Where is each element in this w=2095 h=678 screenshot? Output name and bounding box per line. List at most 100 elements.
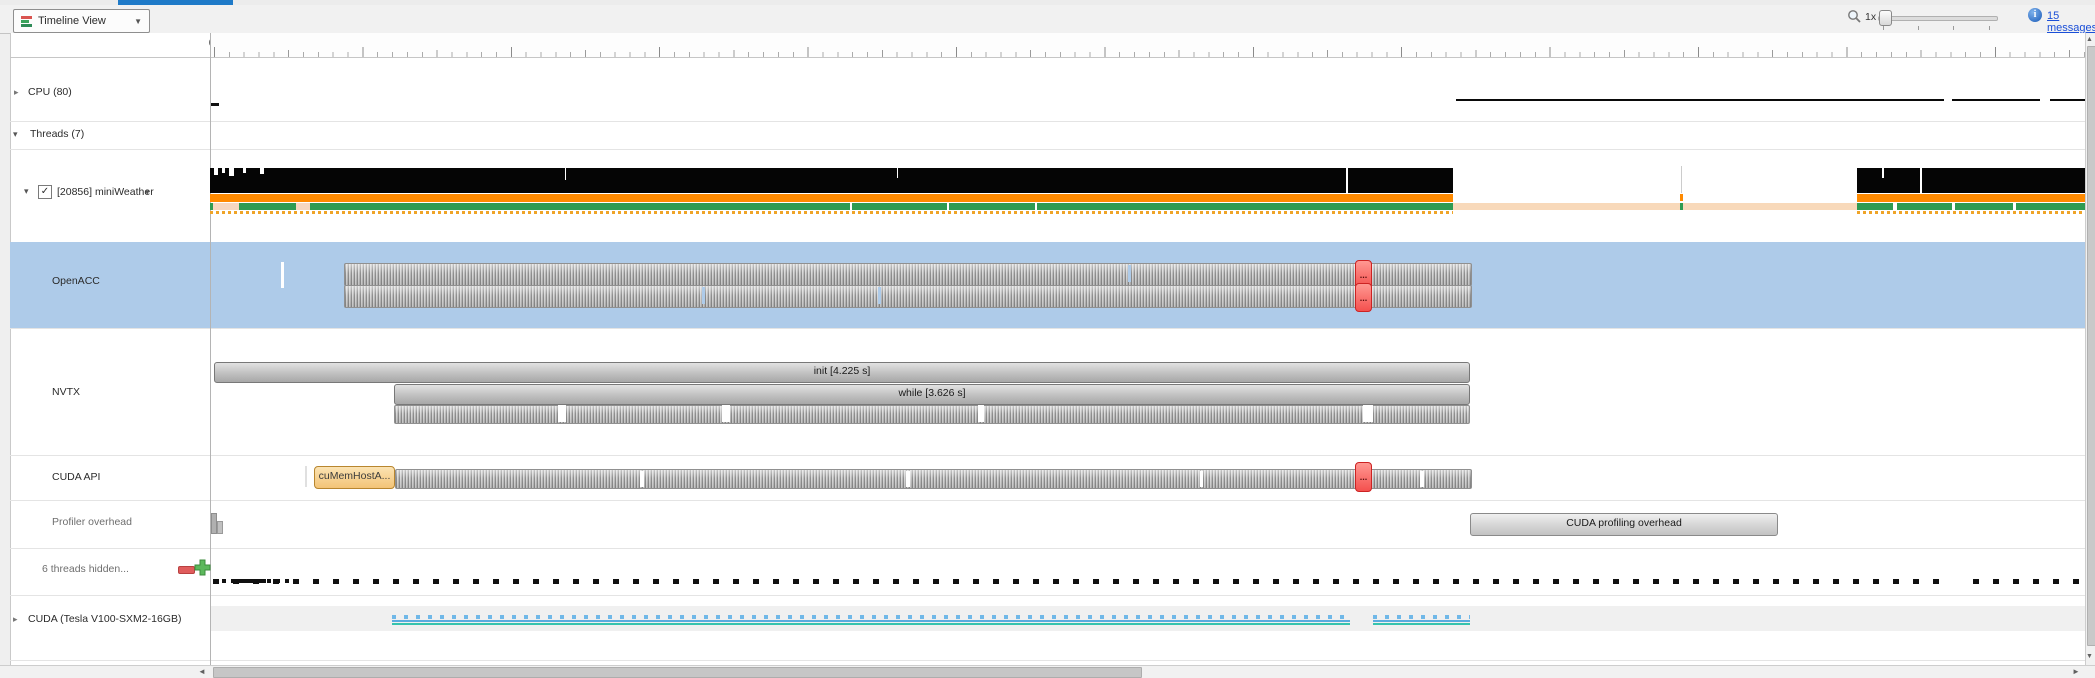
gpu-memory-line[interactable] (1373, 622, 1470, 625)
thread-green-band[interactable] (1857, 203, 2085, 210)
gpu-kernel-line[interactable] (392, 620, 1350, 622)
expand-arrow-icon[interactable]: ▸ (14, 87, 19, 97)
nvtx-range-while[interactable]: while [3.626 s] (394, 384, 1470, 405)
gpu-kernel-dashes[interactable] (392, 615, 1350, 619)
marker-tick-green (1680, 203, 1683, 210)
expand-arrow-icon[interactable]: ▸ (13, 614, 18, 624)
gap (565, 168, 566, 180)
zoom-slider-track[interactable] (1878, 16, 1998, 21)
gap (222, 168, 225, 173)
hidden-threads-activity-dashes (213, 579, 2085, 584)
row-divider (10, 660, 2085, 661)
horizontal-scroll-thumb[interactable] (213, 667, 1142, 678)
zoom-level-label: 1x (1865, 11, 1877, 23)
cuda-api-first-tick (305, 466, 307, 487)
gap (214, 168, 218, 175)
row-divider (10, 328, 2085, 329)
show-more-threads-icon[interactable] (194, 559, 211, 576)
thread-trace-dense-bar[interactable] (210, 168, 1453, 193)
gap (1952, 203, 1955, 210)
gap (1420, 471, 1424, 487)
active-tab-indicator[interactable] (118, 0, 233, 5)
cuda-profiling-overhead-bar[interactable]: CUDA profiling overhead (1470, 513, 1778, 536)
gap (1035, 203, 1037, 210)
marker-line (1681, 166, 1682, 193)
scroll-right-icon[interactable]: ► (2072, 667, 2080, 676)
thread-orange-band[interactable] (210, 194, 1453, 202)
overhead-mini-bar (211, 513, 217, 534)
nvtx-range-init[interactable]: init [4.225 s] (214, 362, 1470, 383)
overhead-mini-bar (217, 521, 223, 534)
sidebar-panel (10, 33, 211, 665)
gap (229, 168, 234, 176)
slider-tick (1953, 26, 1954, 30)
overflow-marker[interactable]: ... (1355, 462, 1372, 492)
cpu-usage-line (211, 103, 219, 106)
zoom-magnifier-icon (1848, 10, 1861, 23)
chevron-down-icon: ▼ (134, 16, 142, 26)
timeline-view-icon (21, 15, 32, 27)
peach-patch (213, 203, 239, 210)
time-ruler[interactable] (210, 33, 2085, 58)
vertical-scroll-thumb[interactable] (2087, 46, 2095, 646)
row-divider (10, 149, 2085, 150)
row-divider (10, 455, 2085, 456)
thread-idle-band (1453, 203, 1857, 210)
gpu-memory-line[interactable] (392, 622, 1350, 625)
thread-orange-band[interactable] (1857, 194, 2085, 202)
sidebar-item-nvtx[interactable]: NVTX (52, 386, 81, 398)
sidebar-item-cuda-api[interactable]: CUDA API (52, 471, 101, 483)
thread-trace-dense-bar[interactable] (1857, 168, 2085, 193)
sidebar-item-miniweather-thread[interactable]: [20856] miniWeather (57, 186, 154, 198)
thread-checkbox[interactable]: ✓ (38, 185, 52, 199)
scroll-up-icon[interactable]: ▲ (2086, 36, 2093, 43)
gap (850, 203, 852, 210)
gap (702, 287, 705, 304)
collapse-arrow-icon[interactable]: ▾ (24, 186, 29, 196)
sidebar-item-profiler-overhead[interactable]: Profiler overhead (52, 516, 132, 528)
gap (1200, 471, 1203, 487)
gap (1882, 168, 1884, 178)
gap (640, 471, 644, 487)
timeline-canvas[interactable] (210, 33, 2085, 665)
cpu-usage-line (1952, 99, 2040, 101)
gap (722, 405, 730, 422)
row-divider (10, 595, 2085, 596)
gap (1920, 168, 1922, 193)
show-fewer-threads-icon[interactable] (178, 566, 195, 574)
cuda-api-call-chip[interactable]: cuMemHostA... (314, 466, 395, 489)
sidebar-item-cuda-gpu[interactable]: CUDA (Tesla V100-SXM2-16GB) (28, 613, 182, 625)
slider-tick (1883, 26, 1884, 30)
gpu-kernel-line[interactable] (1373, 620, 1470, 622)
peach-patch (296, 203, 310, 210)
toolbar: Timeline View ▼ 1x i 15 messages (0, 5, 2095, 34)
nvtx-ranges-dense-bar[interactable] (394, 405, 1470, 424)
chevron-down-icon[interactable]: ▾ (145, 187, 150, 197)
gpu-kernel-dashes[interactable] (1373, 615, 1470, 619)
zoom-slider-handle[interactable] (1879, 10, 1892, 26)
overflow-marker[interactable]: ... (1355, 283, 1372, 312)
view-selector-dropdown[interactable]: Timeline View ▼ (13, 9, 150, 33)
openacc-events-bar[interactable] (344, 285, 1472, 308)
gap (1346, 168, 1348, 193)
gap (897, 168, 898, 178)
row-divider (10, 121, 2085, 122)
sidebar-item-cpu[interactable]: CPU (80) (28, 86, 72, 98)
sidebar-item-openacc[interactable]: OpenACC (52, 275, 100, 287)
sidebar-item-threads[interactable]: Threads (7) (30, 128, 85, 140)
openacc-cursor-tick (281, 262, 284, 288)
panel-divider[interactable] (210, 33, 211, 665)
gap (2013, 203, 2016, 210)
marker-tick-orange (1680, 194, 1683, 201)
slider-tick (1989, 26, 1990, 30)
cpu-usage-line (2050, 99, 2085, 101)
thread-green-band[interactable] (210, 203, 1453, 210)
scroll-left-icon[interactable]: ◄ (198, 667, 206, 676)
scroll-down-icon[interactable]: ▼ (2086, 653, 2093, 660)
sidebar-item-threads-hidden[interactable]: 6 threads hidden... (42, 563, 129, 575)
messages-link[interactable]: 15 messages (2047, 10, 2095, 34)
cuda-api-calls-bar[interactable] (395, 469, 1472, 489)
collapse-arrow-icon[interactable]: ▾ (13, 129, 18, 139)
openacc-events-bar[interactable] (344, 263, 1472, 286)
